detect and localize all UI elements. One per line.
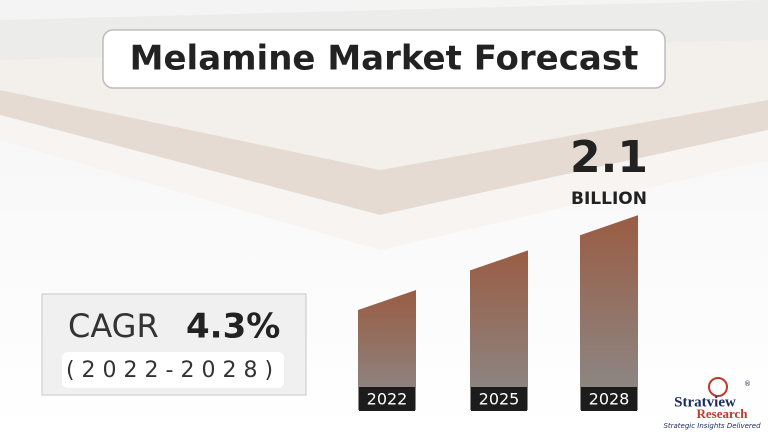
year-box — [471, 387, 527, 411]
brand-name: Stratview — [674, 394, 736, 410]
unit-label: BILLION — [571, 189, 647, 209]
data-label: 2.1 — [570, 132, 648, 183]
x-tick-label: 2022 — [367, 390, 408, 409]
brand-logo: Stratview ® Research Strategic Insights … — [663, 377, 761, 430]
cagr-label: CAGR — [68, 307, 159, 345]
year-box — [359, 387, 415, 411]
x-tick-label: 2028 — [589, 390, 630, 409]
bars: 2022 2025 2028 2.1 BILLION — [358, 132, 648, 411]
bar — [580, 215, 638, 410]
brand-tagline: Strategic Insights Delivered — [663, 422, 761, 430]
cagr-period: (2022-2028) — [66, 358, 280, 383]
cagr-value: 4.3% — [186, 307, 280, 347]
bar — [358, 290, 416, 410]
year-box — [581, 387, 637, 411]
title-box — [102, 29, 666, 89]
x-tick-label: 2025 — [479, 390, 520, 409]
chart-title: Melamine Market Forecast — [130, 39, 639, 79]
period-box — [62, 352, 284, 388]
brand-mark: ® — [744, 380, 751, 388]
bar — [470, 250, 528, 410]
brand-sub: Research — [696, 406, 748, 421]
